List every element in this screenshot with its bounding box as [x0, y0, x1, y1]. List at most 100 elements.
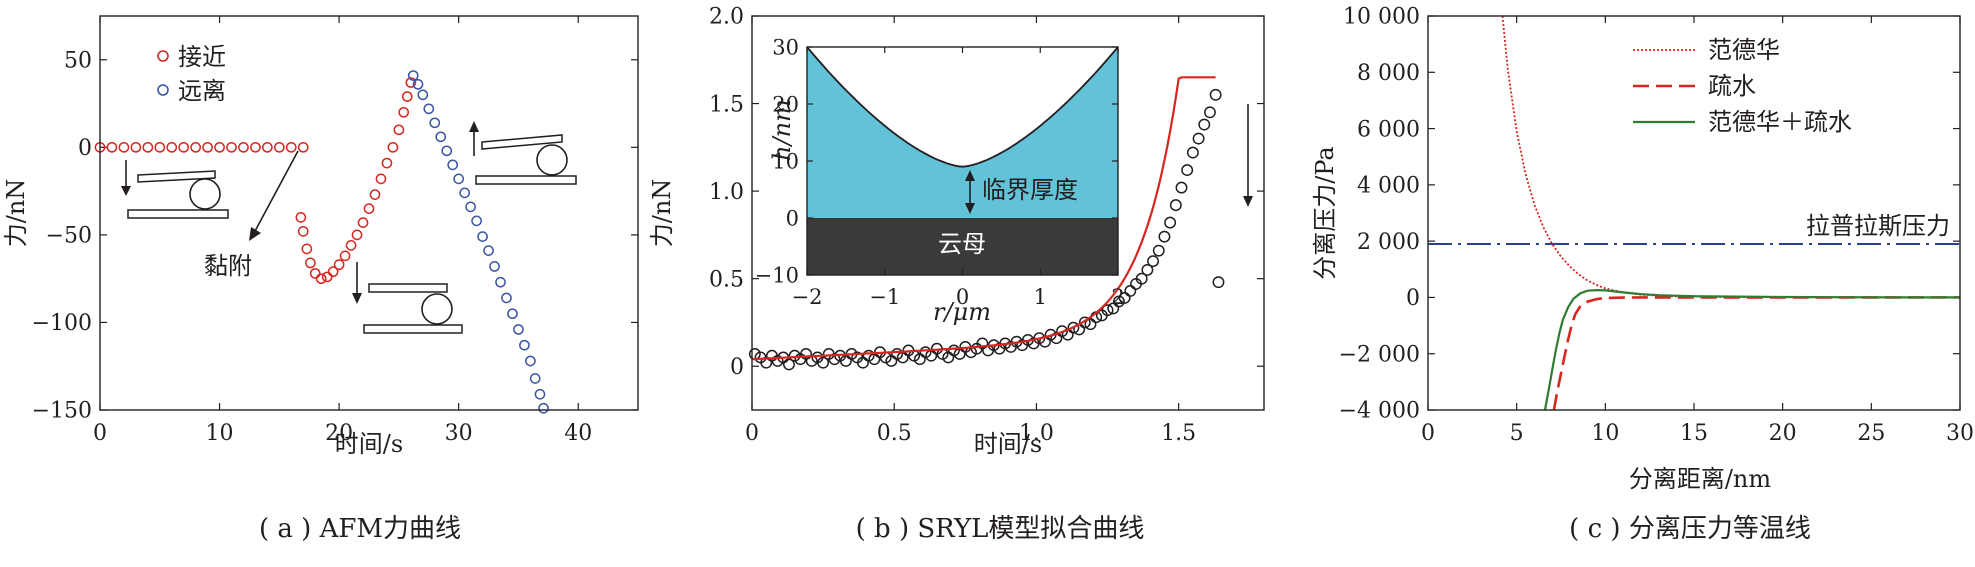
panel-b-data [748, 76, 1225, 371]
data-point [783, 358, 795, 371]
x-tick-label: 30 [1946, 421, 1974, 446]
y-tick-label: −50 [46, 224, 92, 249]
approach-point [262, 141, 273, 153]
y-tick-label: 0 [786, 206, 799, 230]
y-tick-label: −4 000 [1339, 399, 1420, 424]
approach-point [333, 259, 345, 271]
y-tick-label: −2 000 [1339, 342, 1420, 367]
retract-point [423, 103, 435, 115]
approach-point [178, 141, 190, 153]
retract-point [447, 159, 459, 171]
panel-b-force-drop-arrowhead [1243, 196, 1253, 207]
x-tick-label: 0 [956, 285, 969, 309]
legend-label-vdw: 范德华 [1708, 36, 1780, 64]
data-point [976, 337, 989, 350]
approach-point [393, 124, 405, 136]
critical-thickness-label: 临界厚度 [982, 176, 1078, 204]
x-tick-label: −1 [869, 285, 900, 309]
inset-y-axis-title: h/nm [768, 99, 796, 161]
adhesion-label: 黏附 [204, 252, 252, 280]
panel-a-y-axis-title: 力/nN [2, 179, 30, 248]
panel-b-frame [751, 15, 1265, 411]
approach-point [381, 157, 393, 169]
y-tick-label: 50 [64, 48, 92, 73]
approach-point [130, 141, 142, 153]
retract-point [534, 388, 546, 400]
fit-curve [751, 76, 1216, 361]
approach-point [273, 141, 285, 153]
x-tick-label: 15 [1680, 421, 1708, 446]
y-tick-label: 0 [1406, 286, 1420, 311]
retract-point [495, 276, 506, 288]
data-point [1101, 304, 1114, 317]
approach-point [375, 173, 387, 185]
data-point [1124, 284, 1137, 297]
panel-a-x-axis-title: 时间/s [335, 430, 403, 458]
retract-point [501, 292, 512, 304]
y-tick-label: −150 [32, 399, 92, 424]
legend-label-combined: 范德华＋疏水 [1708, 108, 1852, 136]
data-point [839, 355, 852, 367]
retract-point [477, 231, 488, 242]
data-point [1084, 318, 1097, 331]
data-point [1169, 199, 1182, 212]
data-point [1118, 291, 1131, 304]
approach-point [305, 257, 316, 269]
data-point [1078, 316, 1091, 329]
x-tick-label: 25 [1857, 421, 1885, 446]
retract-point [417, 89, 429, 101]
panel-c-ticks: 0 5 10 15 20 25 30 −4 000 −2 000 0 2 000 4 000 6 000… [1339, 5, 1974, 446]
data-point [1135, 272, 1148, 285]
panel-c-data [1428, 15, 1961, 411]
retract-point [429, 117, 441, 129]
approach-point [238, 141, 249, 153]
panel-c-disjoining-pressure: 0 5 10 15 20 25 30 −4 000 −2 000 0 2 000 4 000 6 000… [1311, 5, 1974, 544]
data-point [1204, 106, 1216, 119]
water-film-region [807, 47, 1118, 218]
data-point [800, 348, 812, 360]
y-tick-label: 10 000 [1343, 5, 1420, 30]
retract-point [435, 131, 447, 143]
retract-point [529, 373, 541, 384]
approach-point [154, 141, 166, 153]
legend-label-hydrophobic: 疏水 [1708, 72, 1756, 100]
y-tick-label: 0 [78, 136, 92, 161]
approach-point [345, 240, 357, 251]
data-point [1212, 276, 1225, 289]
approach-point [166, 141, 178, 153]
legend-label-retract: 远离 [178, 77, 226, 105]
approach-point [190, 141, 201, 153]
approach-point [387, 141, 399, 153]
retract-point [507, 308, 518, 320]
retract-point [471, 215, 482, 227]
data-point [1152, 244, 1165, 257]
panel-a-afm-force-curve: 0 10 20 30 40 −150 −100 −50 0 50 接近 远离 黏附 [2, 15, 639, 544]
retract-point [513, 324, 524, 335]
retract-point [465, 201, 476, 213]
approach-point [327, 266, 339, 278]
x-tick-label: 20 [1769, 421, 1797, 446]
y-tick-label: 4 000 [1357, 174, 1420, 199]
approach-point [405, 77, 417, 88]
film-profile-line [806, 46, 1119, 168]
approach-point [321, 271, 333, 283]
retract-point [441, 145, 453, 157]
panel-a-data [94, 70, 549, 414]
data-point [1181, 164, 1194, 177]
x-tick-label: 0 [745, 421, 759, 446]
data-point [1141, 263, 1154, 276]
y-tick-label: −10 [755, 263, 799, 287]
combined-curve [1543, 288, 1961, 411]
approach-point [226, 141, 237, 153]
data-point [1067, 321, 1080, 334]
inset-x-axis-title: r/μm [933, 298, 991, 326]
data-point [885, 355, 898, 367]
y-tick-label: 1.0 [709, 180, 744, 205]
x-tick-label: 5 [1510, 421, 1524, 446]
approach-point [398, 106, 410, 118]
legend-marker-retract [157, 84, 169, 96]
data-point [1209, 88, 1222, 101]
retract-point [525, 355, 536, 367]
retract-point [412, 78, 424, 90]
data-point [942, 351, 955, 364]
